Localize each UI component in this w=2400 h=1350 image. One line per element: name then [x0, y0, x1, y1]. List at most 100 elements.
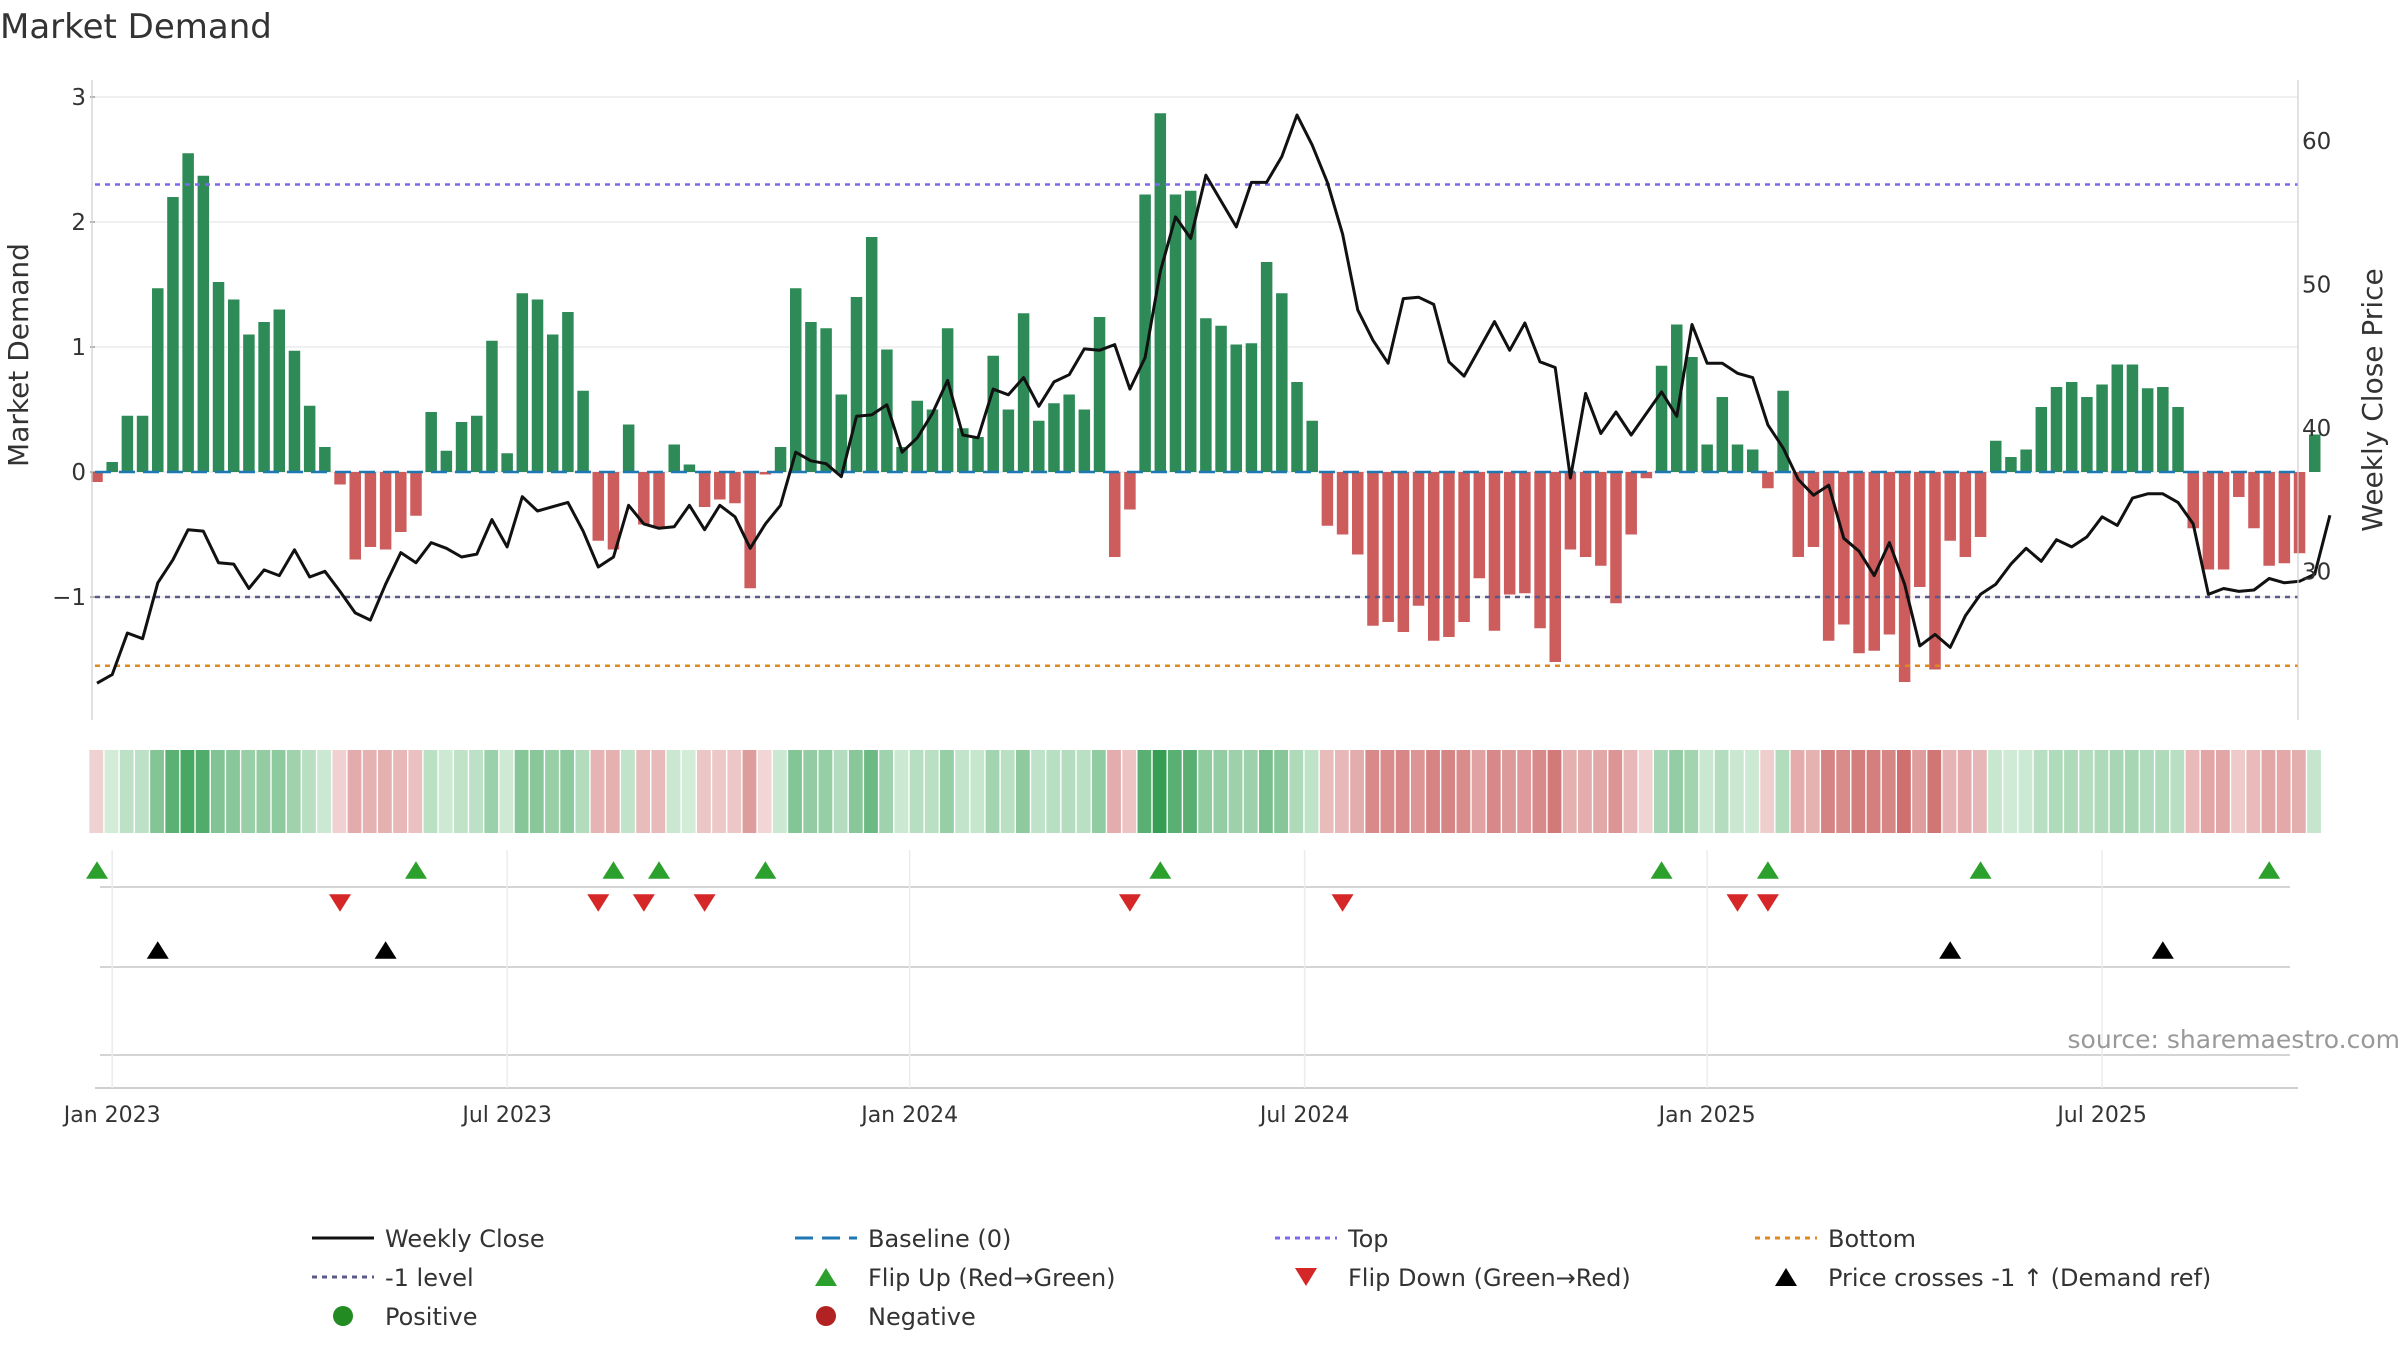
demand-bar — [1640, 472, 1653, 479]
heat-cell — [1972, 750, 1987, 833]
flip-up-marker — [404, 861, 427, 879]
heat-cell — [833, 750, 848, 833]
legend-item-close: Weekly Close — [312, 1225, 545, 1253]
y-tick-label-right: 30 — [2302, 559, 2331, 585]
legend-item-minus_one: -1 level — [312, 1264, 474, 1292]
source-attribution: source: sharemaestro.com — [2068, 1025, 2400, 1054]
heat-cell — [2018, 750, 2033, 833]
demand-bar — [1458, 472, 1470, 622]
demand-bar — [212, 282, 225, 472]
legend-item-baseline: Baseline (0) — [795, 1225, 1011, 1253]
heat-cell — [1547, 750, 1562, 833]
heat-cell — [180, 750, 195, 833]
heat-cell — [1350, 750, 1364, 833]
legend-swatch — [816, 1306, 836, 1326]
demand-bar — [2172, 407, 2184, 472]
flip-up-marker — [2258, 861, 2281, 879]
heat-cell — [1593, 750, 1607, 833]
price-cross-marker — [374, 941, 397, 959]
demand-bar — [182, 153, 194, 472]
heat-cell — [2124, 750, 2139, 833]
demand-bar — [379, 472, 392, 550]
heat-cell — [1653, 750, 1668, 833]
y-axis-label-left: Market Demand — [2, 243, 35, 467]
heat-cell — [165, 750, 180, 833]
flip-up-marker — [1149, 861, 1172, 879]
legend-label: -1 level — [385, 1264, 474, 1292]
demand-bar — [546, 334, 559, 472]
heat-cell — [1608, 750, 1623, 833]
heat-cell — [1821, 750, 1835, 833]
demand-bar — [2308, 434, 2321, 472]
heat-cell — [1122, 750, 1137, 833]
date-axis: Jan 2023 Jul 2023 Jan 2024 Jul 2024 Jan 2025… — [62, 850, 2298, 1128]
heat-cell — [1988, 750, 2002, 833]
heat-cell — [803, 750, 818, 833]
demand-bar — [1169, 194, 1182, 472]
demand-bar — [1838, 472, 1850, 625]
legend-item-price_cross: Price crosses -1 ↑ (Demand ref) — [1775, 1264, 2211, 1292]
demand-bar — [714, 472, 726, 500]
heat-cell — [1927, 750, 1942, 833]
demand-bar — [1671, 324, 1683, 472]
heat-cell — [1942, 750, 1957, 833]
demand-bar — [2020, 449, 2032, 472]
demand-bar — [1306, 420, 1318, 472]
heat-cell — [2140, 750, 2154, 833]
heat-cell — [924, 750, 939, 833]
y-tick-label-right: 50 — [2302, 272, 2331, 298]
heat-cell — [1228, 750, 1243, 833]
heat-cell — [742, 750, 757, 833]
y-tick-label-left: 0 — [71, 460, 86, 486]
demand-bar — [1473, 472, 1486, 579]
demand-bar — [1807, 472, 1820, 547]
heat-cell — [1532, 750, 1547, 833]
demand-bar — [1959, 472, 1972, 557]
demand-bar — [865, 237, 878, 472]
demand-bar — [2202, 472, 2215, 570]
heat-cell — [2094, 750, 2109, 833]
heat-cell — [1441, 750, 1456, 833]
demand-bar — [1215, 325, 1227, 472]
legend-swatch — [815, 1268, 837, 1286]
demand-bar — [455, 422, 468, 472]
legend-item-bottom: Bottom — [1755, 1225, 1916, 1253]
chart-title: Market Demand — [0, 7, 272, 47]
demand-bar — [471, 415, 483, 472]
demand-bar — [1488, 472, 1501, 631]
heat-cell — [119, 750, 134, 833]
heat-cell — [2064, 750, 2078, 833]
legend-item-flip_up: Flip Up (Red→Green) — [815, 1264, 1116, 1292]
heat-cell — [1881, 750, 1896, 833]
heat-cell — [438, 750, 453, 833]
price-cross-marker — [2151, 941, 2174, 959]
legend-item-negative: Negative — [816, 1303, 976, 1331]
demand-bar — [1762, 472, 1774, 489]
heat-cell — [453, 750, 468, 833]
demand-bar — [1595, 472, 1607, 566]
heat-cell — [514, 750, 529, 833]
heat-cell — [727, 750, 742, 833]
demand-bar — [1352, 472, 1364, 555]
demand-bar — [2278, 472, 2291, 564]
heat-cell — [499, 750, 514, 833]
heat-cell — [1684, 750, 1699, 833]
demand-bar — [1974, 472, 1987, 537]
date-tick-label: Jan 2024 — [859, 1103, 958, 1128]
demand-bar — [288, 350, 301, 472]
heat-cell — [1638, 750, 1653, 833]
heat-cell — [347, 750, 362, 833]
demand-bar — [668, 444, 680, 472]
heat-cell — [2216, 750, 2230, 833]
demand-bar — [2081, 397, 2093, 472]
heat-cell — [1274, 750, 1289, 833]
demand-bar — [243, 334, 255, 472]
legend-item-top: Top — [1275, 1225, 1389, 1253]
heat-cell — [484, 750, 499, 833]
heat-cell — [2200, 750, 2215, 833]
demand-bar — [531, 299, 544, 472]
heat-cell — [575, 750, 590, 833]
demand-bar — [896, 447, 908, 472]
heat-cell — [1426, 750, 1440, 833]
heat-cell — [985, 750, 1000, 833]
